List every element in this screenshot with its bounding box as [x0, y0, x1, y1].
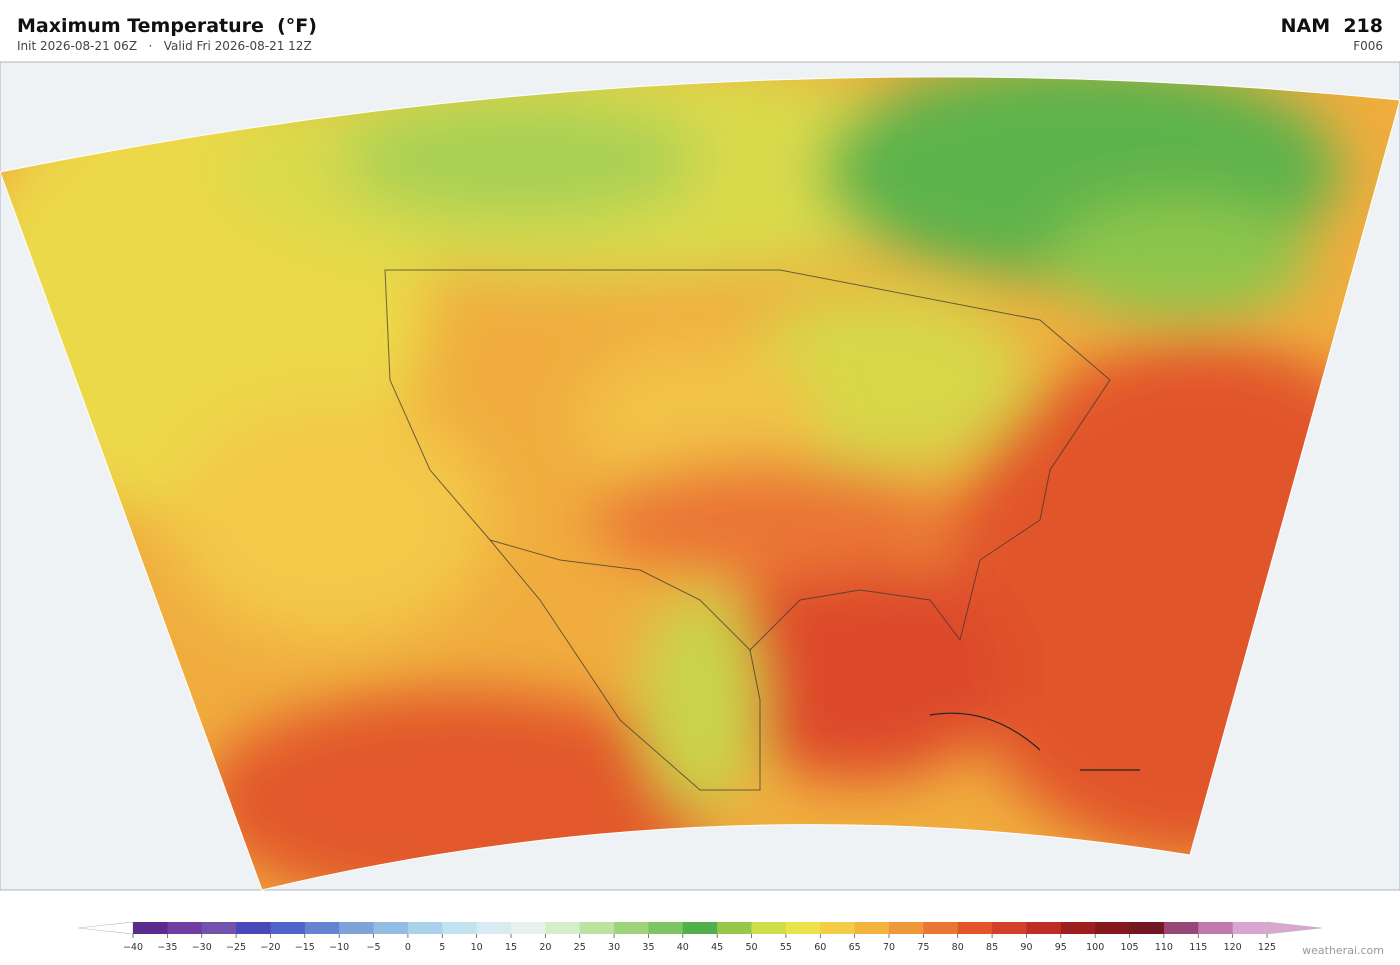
colorbar-tick-label: 40: [677, 942, 689, 953]
colorbar-tick-label: 45: [711, 942, 723, 953]
colorbar-tick-label: 0: [405, 942, 411, 953]
colorbar-bin: [1129, 922, 1165, 934]
colorbar-tick-label: −10: [329, 942, 349, 953]
domain-outline: [0, 76, 1400, 891]
colorbar-tick-label: 30: [608, 942, 620, 953]
colorbar-tick-label: −15: [295, 942, 315, 953]
colorbar-bin: [579, 922, 615, 934]
colorbar-tick-label: 5: [439, 942, 445, 953]
colorbar-bin: [992, 922, 1027, 934]
colorbar-bin: [339, 922, 375, 934]
colorbar-tick-label: −25: [226, 942, 246, 953]
colorbar-bin: [614, 922, 649, 934]
coastline: [489, 539, 761, 791]
colorbar-bin: [957, 922, 993, 934]
colorbar-tick-label: 60: [814, 942, 826, 953]
title: Maximum Temperature (°F): [17, 15, 317, 37]
colorbar-bin: [201, 922, 237, 934]
colorbar-tick-label: 10: [471, 942, 483, 953]
colorbar-tick-label: 80: [952, 942, 964, 953]
colorbar-bin: [373, 922, 409, 934]
colorbar-tick-label: 120: [1224, 942, 1242, 953]
colorbar-bin: [1198, 922, 1234, 934]
colorbar-tick-label: 115: [1189, 942, 1207, 953]
colorbar-bin: [751, 922, 787, 934]
islands: [929, 712, 1140, 771]
colorbar-bin: [476, 922, 512, 934]
colorbar-tick-label: 20: [539, 942, 551, 953]
colorbar-tick-label: 55: [780, 942, 792, 953]
colorbar-bin: [304, 922, 340, 934]
colorbar-tick-label: 50: [745, 942, 757, 953]
colorbar-tick-label: −40: [123, 942, 143, 953]
colorbar-over: [1266, 921, 1323, 935]
colorbar-bin: [785, 922, 821, 934]
colorbar-tick-label: 110: [1155, 942, 1173, 953]
colorbar-tick-label: 105: [1120, 942, 1138, 953]
colorbar-bin: [1232, 922, 1268, 934]
colorbar-tick-label: 35: [642, 942, 654, 953]
colorbar-bin: [854, 922, 890, 934]
colorbar-tick-label: −30: [192, 942, 212, 953]
colorbar-bin: [682, 922, 718, 934]
colorbar-bin: [236, 922, 271, 934]
colorbar-bin: [511, 922, 546, 934]
colorbar-bin: [167, 922, 203, 934]
watermark: weatherai.com: [1302, 944, 1384, 957]
colorbar-tick-label: 25: [574, 942, 586, 953]
model: NAM 218: [1280, 15, 1383, 37]
colorbar-bin: [889, 922, 924, 934]
colorbar-bin: [820, 922, 856, 934]
colorbar-tick-label: 85: [986, 942, 998, 953]
colorbar-bin: [1026, 922, 1062, 934]
colorbar-bin: [442, 922, 478, 934]
colorbar-bin: [133, 922, 168, 934]
init: Init 2026-08-21 06Z: [17, 39, 138, 53]
forecast-hour: F006: [1353, 39, 1383, 53]
colorbar-tick-label: −5: [367, 942, 381, 953]
colorbar-tick-label: 95: [1055, 942, 1067, 953]
colorbar-bin: [1095, 922, 1131, 934]
colorbar-bin: [717, 922, 753, 934]
colorbar-bin: [545, 922, 581, 934]
colorbar-under: [77, 921, 134, 935]
colorbar-bin: [1163, 922, 1199, 934]
colorbar-tick-label: 100: [1086, 942, 1104, 953]
colorbar-bin: [648, 922, 684, 934]
colorbar-bin: [407, 922, 443, 934]
colorbar-tick-label: 70: [883, 942, 895, 953]
colorbar-bin: [270, 922, 306, 934]
subtitle: Init 2026-08-21 06Z · Valid Fri 2026-08-…: [17, 39, 312, 53]
colorbar-tick-label: 65: [849, 942, 861, 953]
colorbar-bin: [923, 922, 959, 934]
colorbar-bin: [1060, 922, 1096, 934]
colorbar-tick-label: 125: [1258, 942, 1276, 953]
colorbar-tick-label: −35: [157, 942, 177, 953]
valid: Valid Fri 2026-08-21 12Z: [163, 39, 312, 53]
colorbar-tick-label: 90: [1020, 942, 1032, 953]
separator: ·: [148, 39, 153, 53]
colorbar-tick-label: 15: [505, 942, 517, 953]
colorbar-tick-label: −20: [260, 942, 280, 953]
colorbar-tick-label: 75: [917, 942, 929, 953]
